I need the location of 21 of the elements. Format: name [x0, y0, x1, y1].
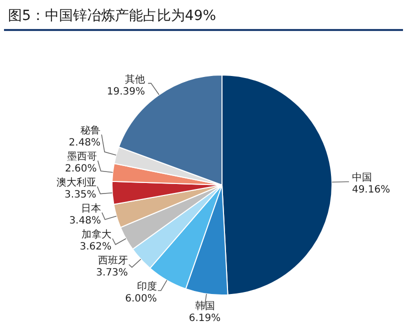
slice-label: 澳大利亚 — [56, 176, 96, 189]
data-label: 2.60% — [65, 164, 97, 175]
slice-label: 韩国 — [194, 300, 215, 312]
slice-label: 秘鲁 — [80, 124, 101, 137]
slice-label: 其他 — [125, 73, 146, 86]
slice-label: 西班牙 — [98, 254, 128, 267]
data-label: 3.35% — [64, 190, 96, 201]
data-label: 3.62% — [80, 242, 112, 253]
slice-label: 加拿大 — [82, 228, 112, 241]
data-label: 49.16% — [352, 184, 390, 196]
title: 图5：中国锌冶炼产能占比为49% — [8, 8, 216, 24]
slice-label: 墨西哥 — [66, 152, 97, 163]
data-label: 3.48% — [69, 216, 101, 227]
slice-label: 中国 — [352, 172, 372, 184]
data-label: 2.48% — [68, 138, 101, 149]
data-label: 19.39% — [106, 86, 146, 98]
data-label: 3.73% — [96, 268, 128, 279]
slice-label: 印度 — [136, 280, 157, 293]
data-label: 6.19% — [188, 312, 221, 324]
slice-label: 日本 — [80, 202, 101, 215]
data-label: 6.00% — [125, 294, 157, 305]
